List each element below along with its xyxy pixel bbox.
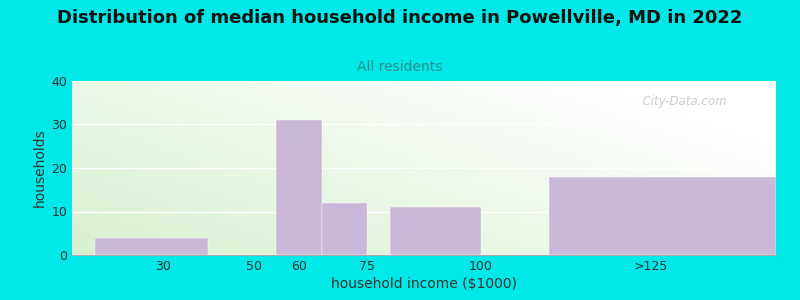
X-axis label: household income ($1000): household income ($1000): [331, 277, 517, 291]
Text: All residents: All residents: [358, 60, 442, 74]
Text: City-Data.com: City-Data.com: [635, 95, 727, 108]
Bar: [276, 120, 322, 255]
Y-axis label: households: households: [33, 129, 47, 207]
Text: Distribution of median household income in Powellville, MD in 2022: Distribution of median household income …: [58, 9, 742, 27]
Bar: [549, 177, 776, 255]
Bar: [322, 203, 367, 255]
Bar: [390, 207, 481, 255]
Bar: [94, 238, 208, 255]
